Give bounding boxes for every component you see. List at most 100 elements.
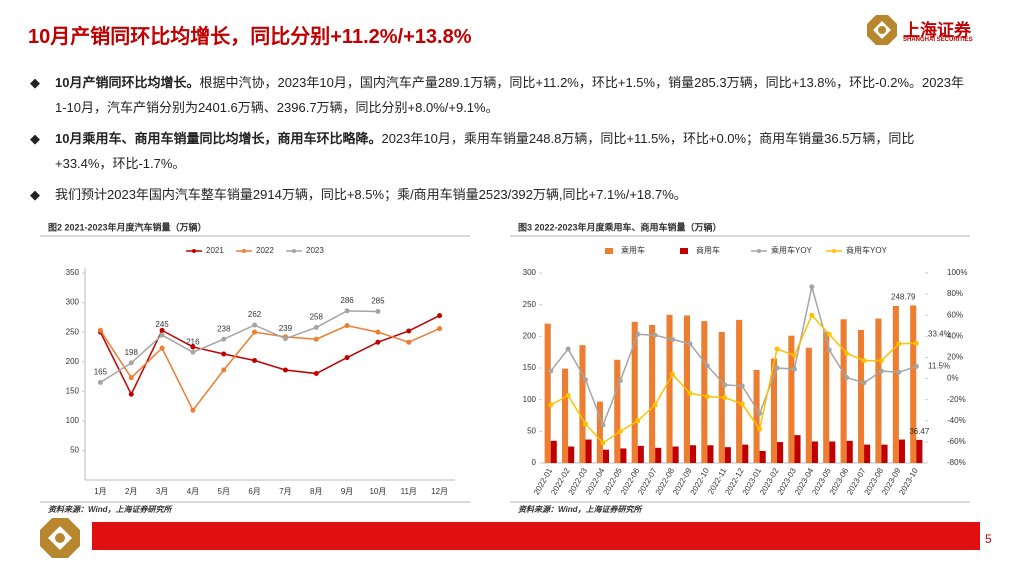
y-tick-label: 200 <box>66 357 80 366</box>
data-label: 33.4% <box>928 329 951 338</box>
line <box>550 313 917 444</box>
data-label: 198 <box>125 348 139 357</box>
line <box>550 286 917 428</box>
legend-label: 乘用车 <box>621 245 645 255</box>
point <box>600 440 606 446</box>
point <box>791 366 797 372</box>
point <box>313 371 319 377</box>
y-tick-label: 250 <box>523 300 537 309</box>
point <box>704 394 710 399</box>
x-tick-label: 2月 <box>125 487 137 496</box>
y-tick-label: 100 <box>523 395 537 404</box>
point <box>128 375 134 381</box>
point <box>635 331 641 337</box>
point <box>375 329 381 335</box>
point <box>375 339 381 345</box>
point <box>757 410 763 416</box>
bar <box>759 450 766 463</box>
y-tick-label: 150 <box>523 363 537 372</box>
bar <box>753 369 760 463</box>
point <box>774 365 780 371</box>
point <box>774 346 780 352</box>
bullet-text: 我们预计2023年国内汽车整车销量2914万辆，同比+8.5%；乘/商用车销量2… <box>55 187 687 202</box>
bar <box>637 445 644 463</box>
bullet-list: ◆ 10月产销同环比均增长。根据中汽协，2023年10月，国内汽车产量289.1万… <box>30 70 970 213</box>
point <box>583 421 589 427</box>
x-tick-label: 8月 <box>310 487 322 496</box>
data-label: 285 <box>371 297 385 306</box>
bar <box>649 324 656 463</box>
point <box>344 355 350 361</box>
legend-label: 乘用车YOY <box>771 245 813 255</box>
bullet: ◆ 10月产销同环比均增长。根据中汽协，2023年10月，国内汽车产量289.1万… <box>30 75 964 115</box>
bullet: ◆ 10月乘用车、商用车销量同比均增长，商用车环比略降。2023年10月，乘用车销… <box>30 131 915 171</box>
bar <box>910 305 917 463</box>
slide-title: 10月产销同环比均增长，同比分别+11.2%/+13.8% <box>28 26 472 48</box>
legend-marker <box>242 249 246 253</box>
data-label: 262 <box>248 310 262 319</box>
y2-tick-label: -60% <box>947 437 966 446</box>
bar <box>788 335 795 463</box>
point <box>617 428 623 434</box>
bar <box>829 441 836 463</box>
point <box>282 367 288 373</box>
point <box>687 341 693 347</box>
y-tick-label: 250 <box>66 327 80 336</box>
page-number: 5 <box>985 532 992 546</box>
y-tick-label: 150 <box>66 386 80 395</box>
bar <box>707 445 714 463</box>
x-tick-label: 10月 <box>369 487 386 496</box>
x-tick-label: 3月 <box>156 487 168 496</box>
point <box>159 345 165 351</box>
bullet-text: 根据中汽协，2023年10月，国内汽车产量289.1万辆，同比+11.2%，环比… <box>55 75 964 115</box>
bar <box>823 331 830 463</box>
point <box>652 332 658 338</box>
point <box>722 382 728 388</box>
x-tick-label: 11月 <box>401 487 417 496</box>
point <box>739 383 745 389</box>
point <box>548 368 554 374</box>
bar <box>689 445 697 463</box>
point <box>190 407 196 413</box>
footer-bar <box>92 522 980 550</box>
point <box>128 360 134 366</box>
point <box>722 395 728 401</box>
point <box>282 336 288 342</box>
point <box>652 402 658 408</box>
bar <box>666 314 673 463</box>
bar <box>585 439 592 463</box>
y-tick-label: 350 <box>66 268 80 277</box>
y-tick-label: 50 <box>527 426 536 435</box>
bar <box>777 442 784 463</box>
bar <box>562 368 569 463</box>
x-tick-label: 6月 <box>248 487 260 496</box>
y-tick-label: 300 <box>523 268 537 277</box>
data-label: 36.47 <box>909 427 930 436</box>
point <box>128 391 134 397</box>
point <box>375 308 381 314</box>
point <box>252 329 258 335</box>
point <box>565 346 571 352</box>
point <box>565 392 571 398</box>
data-label: 11.5% <box>928 362 950 371</box>
bar <box>701 321 708 463</box>
x-tick-label: 5月 <box>218 487 230 496</box>
bar <box>602 449 610 463</box>
legend-marker <box>292 249 296 253</box>
y2-tick-label: 40% <box>947 331 963 340</box>
point <box>809 312 815 318</box>
legend-label: 商用车 <box>696 245 720 255</box>
line <box>99 324 440 412</box>
data-label: 245 <box>155 320 169 329</box>
point <box>159 332 165 338</box>
bar <box>724 447 731 463</box>
bar <box>614 359 621 463</box>
point <box>809 284 815 290</box>
chart-title: 图3 2022-2023年月度乘用车、商用车销量（万辆） <box>518 221 722 232</box>
point <box>221 351 227 357</box>
bar <box>770 358 778 463</box>
point <box>878 358 884 364</box>
point <box>670 337 676 342</box>
legend-swatch <box>605 248 613 254</box>
